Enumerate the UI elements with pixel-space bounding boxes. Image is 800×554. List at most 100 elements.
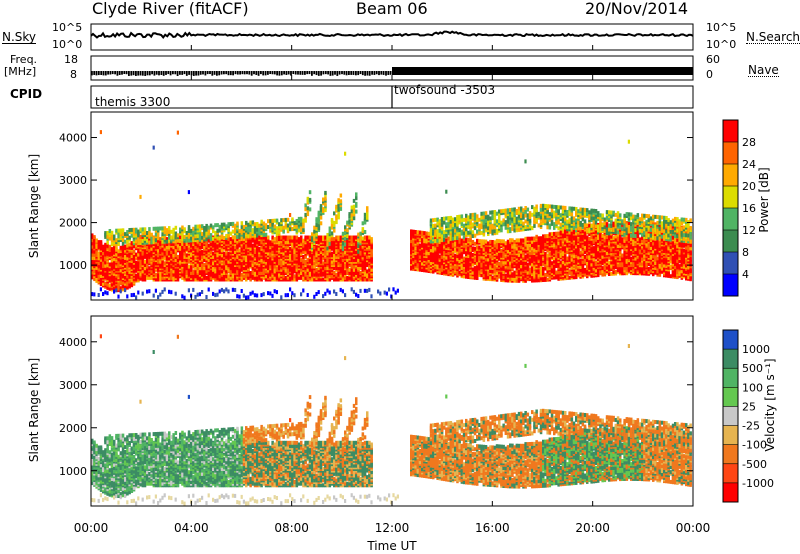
scatter-cell xyxy=(506,278,510,283)
scatter-cell xyxy=(346,275,349,280)
scatter-cell xyxy=(245,277,248,282)
scatter-cell xyxy=(126,256,129,261)
scatter-cell xyxy=(462,217,466,222)
scatter-cell xyxy=(113,263,116,268)
scatter-cell xyxy=(315,232,318,237)
scatter-cell xyxy=(269,219,272,224)
scatter-cell xyxy=(227,251,230,256)
scatter-cell xyxy=(130,227,134,232)
scatter-cell xyxy=(421,242,424,247)
scatter-cell xyxy=(102,270,105,275)
scatter-cell xyxy=(264,223,268,228)
scatter-cell xyxy=(429,248,433,253)
scatter-cell xyxy=(113,257,116,262)
scatter-cell xyxy=(168,229,171,234)
scatter-cell xyxy=(368,235,371,240)
scatter-cell xyxy=(454,265,457,269)
scatter-cell xyxy=(121,237,125,242)
freq-mark xyxy=(225,71,228,75)
ground-scatter xyxy=(218,289,221,294)
scatter-cell xyxy=(110,277,114,282)
scatter-cell xyxy=(416,230,420,235)
scatter-cell xyxy=(328,241,332,246)
scatter-cell xyxy=(251,269,255,274)
scatter-cell xyxy=(319,204,323,209)
scatter-cell xyxy=(445,233,448,238)
scatter-cell xyxy=(425,231,428,236)
freq-mark xyxy=(352,71,355,75)
scatter-cell xyxy=(176,277,180,282)
scatter-cell xyxy=(324,250,327,254)
scatter-cell xyxy=(333,220,336,225)
scatter-cell xyxy=(456,226,459,231)
scatter-cell xyxy=(324,190,327,195)
scatter-cell xyxy=(218,238,222,243)
scatter-cell xyxy=(361,238,365,243)
scatter-cell xyxy=(339,238,343,243)
scatter-cell xyxy=(350,209,354,214)
scatter-cell xyxy=(322,197,325,202)
scatter-cell xyxy=(93,235,96,240)
scatter-cell xyxy=(229,231,233,236)
scatter-cell xyxy=(91,249,94,254)
scatter-cell xyxy=(291,235,294,240)
scatter-cell xyxy=(421,256,424,261)
scatter-cell xyxy=(300,222,303,227)
scatter-cell xyxy=(456,220,459,225)
scatter-cell xyxy=(328,226,332,231)
scatter-cell xyxy=(165,248,169,253)
scatter-cell xyxy=(91,256,94,260)
scatter-cell xyxy=(168,263,171,267)
freq-mark xyxy=(128,71,130,76)
scatter-cell xyxy=(165,232,169,236)
scatter-cell xyxy=(260,258,263,263)
scatter-cell xyxy=(458,236,461,241)
scatter-cell xyxy=(240,228,244,233)
ground-scatter xyxy=(322,294,325,299)
ground-scatter xyxy=(161,289,164,294)
scatter-cell xyxy=(102,244,105,249)
scatter-cell xyxy=(275,235,279,240)
freq-mark xyxy=(306,71,309,75)
scatter-cell xyxy=(291,227,294,231)
scatter-cell xyxy=(225,233,228,238)
sparse-echo xyxy=(304,207,307,212)
scatter-cell xyxy=(198,269,202,274)
scatter-cell xyxy=(473,216,477,221)
scatter-cell xyxy=(495,211,499,216)
ground-scatter xyxy=(99,287,102,292)
scatter-cell xyxy=(113,250,116,255)
scatter-cell xyxy=(484,239,488,244)
scatter-cell xyxy=(482,247,486,252)
freq-mark xyxy=(304,71,306,75)
scatter-cell xyxy=(284,267,288,272)
scatter-cell xyxy=(95,265,98,270)
scatter-cell xyxy=(500,226,503,231)
scatter-cell xyxy=(196,246,200,251)
ground-scatter xyxy=(183,295,186,300)
freq-mark xyxy=(350,71,353,75)
scatter-cell xyxy=(214,230,217,235)
scatter-cell xyxy=(432,223,435,228)
scatter-cell xyxy=(227,228,230,232)
freq-panel xyxy=(90,55,694,81)
scatter-cell xyxy=(130,278,134,283)
freq-mark xyxy=(211,71,214,76)
scatter-cell xyxy=(282,225,285,230)
scatter-cell xyxy=(504,241,508,246)
scatter-cell xyxy=(273,218,277,223)
scatter-cell xyxy=(436,254,439,259)
scatter-cell xyxy=(491,269,494,274)
scatter-cell xyxy=(119,228,123,233)
ground-scatter xyxy=(126,294,129,299)
freq-marks xyxy=(91,71,392,76)
scatter-cell xyxy=(108,236,112,241)
ground-scatter xyxy=(302,288,305,293)
scatter-cell xyxy=(216,275,219,280)
scatter-cell xyxy=(282,218,285,223)
scatter-cell xyxy=(286,223,290,228)
scatter-cell xyxy=(487,220,490,225)
ground-scatter xyxy=(317,290,320,295)
scatter-cell xyxy=(447,268,450,273)
freq-mark xyxy=(158,71,160,76)
